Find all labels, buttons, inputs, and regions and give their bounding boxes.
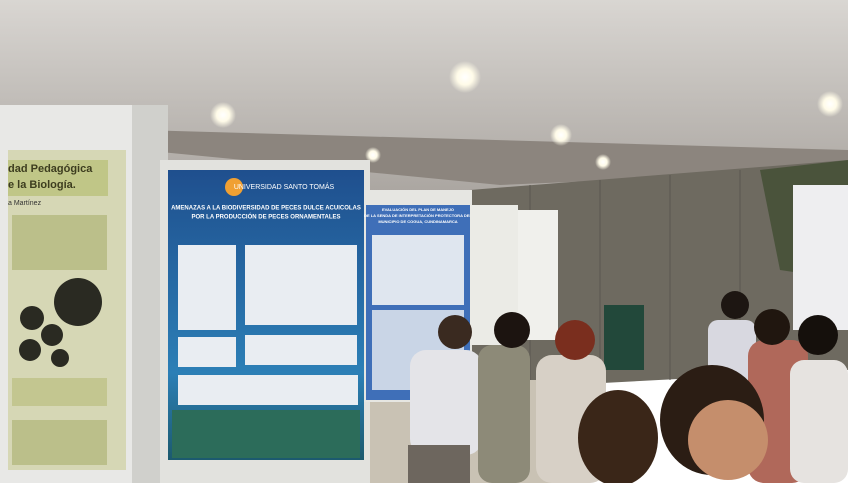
heads-illustration [19, 278, 102, 367]
left-poster-author: a Martínez [8, 200, 42, 207]
people [408, 291, 848, 483]
poster-sections [178, 245, 358, 405]
ceiling-edge [140, 130, 848, 185]
second-poster-title: DE LA SENDA DE INTERPRETACIÓN PROTECTORA… [364, 213, 472, 218]
institution: UNIVERSIDAD SANTO TOMÁS [234, 182, 335, 191]
logo [225, 178, 243, 196]
poster-photo [172, 410, 360, 458]
left-poster-title: dad Pedagógica [8, 163, 93, 175]
second-poster-title: EVALUACIÓN DEL PLAN DE MANEJO [382, 207, 454, 212]
left-poster-header [8, 160, 108, 196]
left-poster-title: e la Biología. [8, 179, 76, 191]
center-poster-title: POR LA PRODUCCIÓN DE PECES ORNAMENTALES [191, 213, 340, 221]
text-block [12, 378, 107, 406]
right-poster [793, 185, 848, 330]
center-poster-title: AMENAZAS A LA BIODIVERSIDAD DE PECES DUL… [171, 206, 361, 212]
second-poster-title: MUNICIPIO DE COGUA, CUNDINAMARCA [378, 219, 457, 224]
text-block [12, 215, 107, 270]
text-block [12, 420, 107, 465]
poster-section [372, 235, 464, 305]
ceiling-lights [210, 61, 843, 170]
bin [604, 305, 644, 370]
